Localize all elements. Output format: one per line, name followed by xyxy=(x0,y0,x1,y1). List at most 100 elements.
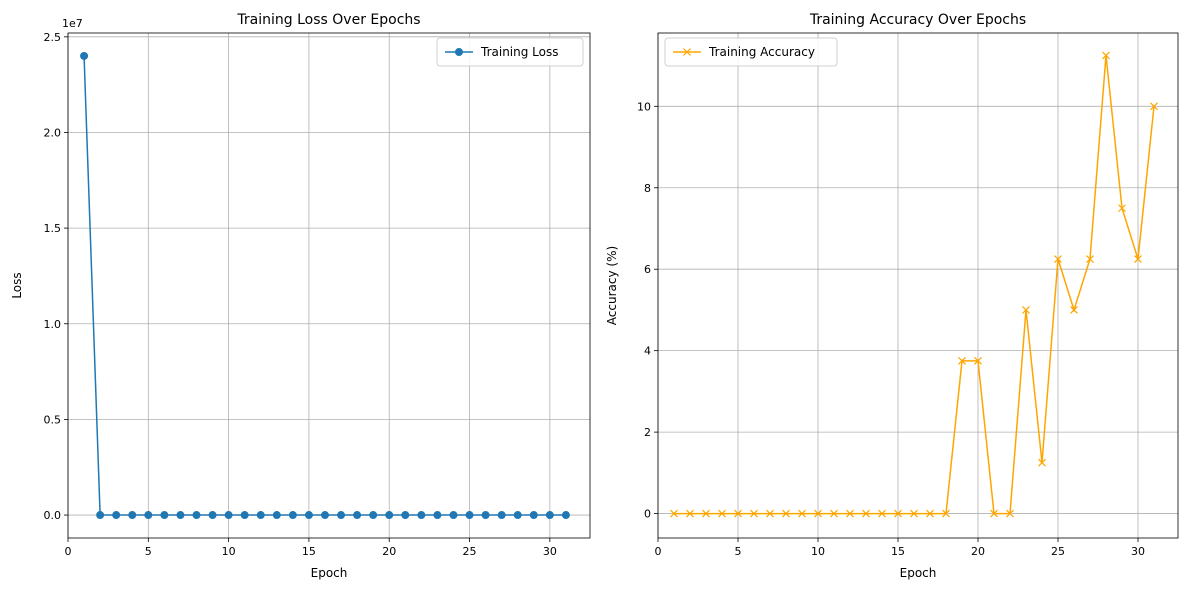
chart-title: Training Loss Over Epochs xyxy=(236,12,420,28)
y-tick-label: 2.0 xyxy=(44,126,62,139)
chart-panel-2: 0 5 10 15 20 25 30 0 2 4 6 8 10 Training Accuracy Ove… xyxy=(605,12,1179,580)
x-tick-label: 10 xyxy=(811,545,825,558)
data-point xyxy=(417,511,426,520)
axes-frame xyxy=(657,32,1179,539)
data-point xyxy=(782,509,790,518)
data-point xyxy=(990,509,998,518)
x-axis-label: Epoch xyxy=(900,566,937,580)
legend-label: Training Loss xyxy=(480,45,558,59)
data-point xyxy=(1070,306,1078,314)
x-tick-label: 30 xyxy=(1131,545,1145,558)
data-point xyxy=(288,511,297,520)
data-point xyxy=(353,511,362,520)
data-point xyxy=(80,51,89,60)
data-point xyxy=(878,509,886,518)
data-point xyxy=(497,511,506,520)
data-point xyxy=(256,511,265,520)
x-tick-label: 20 xyxy=(382,545,396,558)
series-line xyxy=(83,55,566,516)
data-point xyxy=(1150,102,1158,111)
x-axis-label: Epoch xyxy=(311,566,348,580)
y-axis-label: Accuracy (%) xyxy=(605,246,619,325)
legend: Training Accuracy xyxy=(664,37,838,67)
legend-box xyxy=(664,37,838,67)
x-tick-label: 0 xyxy=(655,545,662,558)
y-tick-label: 2.5 xyxy=(44,31,62,44)
legend-label: Training Accuracy xyxy=(708,45,815,59)
data-point xyxy=(240,511,249,520)
data-point xyxy=(481,511,490,520)
chart-title: Training Accuracy Over Epochs xyxy=(809,12,1026,28)
data-point xyxy=(942,509,950,518)
data-point xyxy=(96,511,105,520)
y-tick-label: 2 xyxy=(644,426,651,439)
data-point xyxy=(545,511,554,520)
data-point xyxy=(686,509,694,518)
data-point xyxy=(128,511,137,520)
x-tick-label: 0 xyxy=(65,545,72,558)
data-point xyxy=(974,356,982,365)
data-point xyxy=(192,511,201,520)
data-point xyxy=(862,509,870,518)
y-tick-label: 6 xyxy=(644,263,651,276)
data-point xyxy=(958,356,966,365)
x-tick-label: 25 xyxy=(1051,545,1065,558)
data-point xyxy=(750,509,758,518)
data-point xyxy=(513,511,522,520)
x-tick-label: 15 xyxy=(891,545,905,558)
data-point xyxy=(1086,255,1094,263)
data-point xyxy=(529,511,538,520)
x-tick-label: 15 xyxy=(302,545,316,558)
data-point xyxy=(910,509,918,518)
data-point xyxy=(144,511,153,520)
x-tick-label: 5 xyxy=(735,545,742,558)
legend: Training Loss xyxy=(436,37,584,67)
data-point xyxy=(176,511,185,520)
data-point xyxy=(224,511,233,520)
data-point xyxy=(798,509,806,518)
x-tick-label: 25 xyxy=(463,545,477,558)
data-point xyxy=(160,511,169,520)
data-point xyxy=(465,511,474,520)
data-point xyxy=(734,509,742,518)
data-point xyxy=(112,511,121,520)
y-tick-label: 0 xyxy=(644,508,651,521)
data-point xyxy=(1054,255,1062,263)
data-point xyxy=(846,509,854,518)
data-point xyxy=(304,511,313,520)
data-point xyxy=(385,511,394,520)
data-point xyxy=(208,511,217,520)
data-point xyxy=(814,509,822,518)
data-point xyxy=(561,511,570,520)
axes-frame xyxy=(67,32,591,539)
y-tick-label: 0.0 xyxy=(44,509,62,522)
data-point xyxy=(272,511,281,520)
data-point xyxy=(433,511,442,520)
y-tick-label: 0.5 xyxy=(44,413,62,426)
y-tick-label: 1.0 xyxy=(44,318,62,331)
data-point xyxy=(702,509,710,518)
data-point xyxy=(670,509,678,518)
data-point xyxy=(1006,509,1014,518)
legend-box xyxy=(436,37,584,67)
y-tick-label: 1.5 xyxy=(44,222,62,235)
data-point xyxy=(718,509,726,518)
data-point xyxy=(401,511,410,520)
data-point xyxy=(369,511,378,520)
y-tick-label: 10 xyxy=(637,100,651,113)
y-offset-label: 1e7 xyxy=(62,17,83,30)
data-point xyxy=(337,511,346,520)
data-point xyxy=(449,511,458,520)
data-point xyxy=(1134,255,1142,263)
data-point xyxy=(830,509,838,518)
data-point xyxy=(1022,306,1030,314)
data-point xyxy=(894,509,902,518)
y-tick-label: 8 xyxy=(644,182,651,195)
data-point xyxy=(1038,458,1046,467)
x-tick-label: 10 xyxy=(222,545,236,558)
data-point xyxy=(926,509,934,518)
data-point xyxy=(1118,204,1126,213)
y-axis-label: Loss xyxy=(10,272,24,298)
